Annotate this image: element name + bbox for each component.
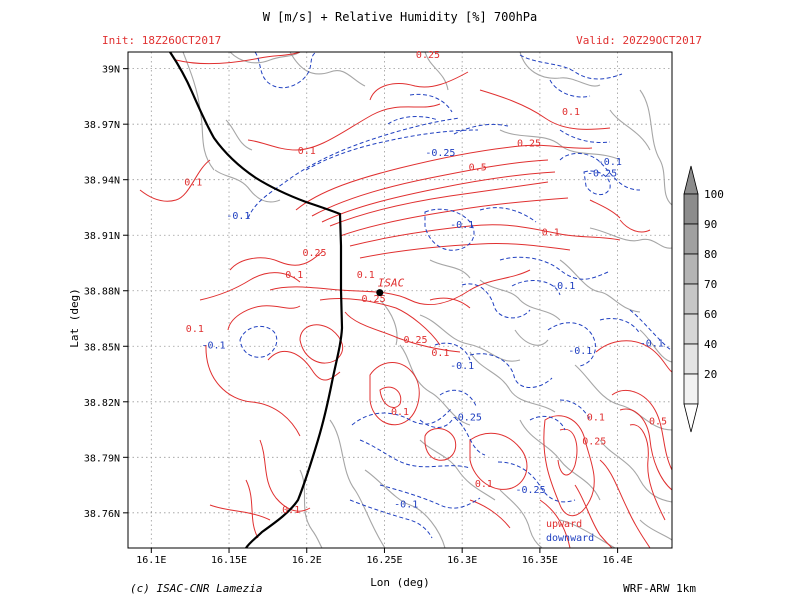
colorbar-label: 90 [704, 218, 717, 231]
x-tick-label: 16.4E [603, 555, 633, 566]
legend-downward: downward [546, 533, 594, 544]
lat-lon-grid [128, 52, 672, 548]
x-tick-label: 16.2E [292, 555, 322, 566]
colorbar-label: 80 [704, 248, 717, 261]
upward-contour-label: 0.25 [403, 335, 427, 346]
upward-contour-label: 0.25 [362, 294, 386, 305]
upward-contour-label: 0.1 [562, 107, 580, 118]
model-text: WRF-ARW 1km [623, 582, 696, 595]
upward-contour-label: 0.1 [282, 505, 300, 516]
downward-contour-label: -0.1 [226, 211, 250, 222]
y-tick-label: 38.97N [84, 120, 120, 131]
y-tick-label: 38.82N [84, 398, 120, 409]
x-tick-label: 16.15E [211, 555, 247, 566]
downward-contour-label: -0.1 [598, 157, 622, 168]
upward-contour-label: 0.1 [357, 270, 375, 281]
y-axis-label: Lat (deg) [68, 288, 81, 348]
downward-contours [239, 52, 672, 539]
upward-contour-label: 0.1 [431, 348, 449, 359]
colorbar-segment [683, 223, 699, 255]
upward-contour-label: 0.1 [475, 479, 493, 490]
upward-contour-label: 0.25 [582, 437, 606, 448]
downward-contour-label: -0.25 [587, 168, 617, 179]
x-axis-label: Lon (deg) [370, 576, 430, 589]
upward-contour-label: 0.5 [469, 163, 487, 174]
station-label: ISAC [378, 277, 405, 290]
upward-contour-label: 0.1 [542, 228, 560, 239]
y-tick-label: 38.85N [84, 342, 120, 353]
downward-contour-label: -0.1 [450, 220, 474, 231]
downward-contour-label: -0.1 [450, 361, 474, 372]
terrain-lines [182, 52, 672, 548]
station-isac[interactable]: ISAC [376, 277, 405, 297]
colorbar-segment [683, 343, 699, 375]
downward-contour-label: -0.25 [452, 413, 482, 424]
contour-labels: 0.250.10.10.1-0.250.250.5-0.1-0.25-0.1-0… [184, 50, 667, 516]
colorbar-segment [683, 313, 699, 345]
legend-upward: upward [546, 519, 582, 530]
coastline [169, 52, 344, 548]
colorbar-segment [683, 373, 699, 405]
map-title: W [m/s] + Relative Humidity [%] 700hPa [263, 10, 538, 24]
downward-contour-label: -0.25 [516, 485, 546, 496]
station-marker[interactable] [376, 289, 384, 297]
plot-area [127, 51, 673, 549]
colorbar-segment [683, 283, 699, 315]
y-tick-label: 38.91N [84, 231, 120, 242]
upward-contour-label: 0.1 [285, 270, 303, 281]
colorbar-label: 60 [704, 308, 717, 321]
x-tick-label: 16.3E [447, 555, 477, 566]
y-tick-label: 38.88N [84, 287, 120, 298]
colorbar-label: 20 [704, 368, 717, 381]
colorbar-segment [683, 253, 699, 285]
colorbar-label: 40 [704, 338, 717, 351]
upward-contours [139, 52, 672, 548]
upward-contour-label: 0.25 [302, 248, 326, 259]
downward-contour-label: -0.1 [201, 340, 225, 351]
downward-contour-label: -0.25 [425, 148, 455, 159]
upward-contour-label: 0.25 [517, 139, 541, 150]
downward-contour-label: -0.1 [568, 346, 592, 357]
colorbar-segment [683, 193, 699, 225]
x-axis-ticks: 16.1E 16.15E 16.2E 16.25E 16.3E 16.35E 16.4E [136, 548, 633, 566]
x-tick-label: 16.1E [136, 555, 166, 566]
credit-text: (c) ISAC-CNR Lamezia [130, 582, 262, 595]
upward-contour-label: 0.25 [416, 50, 440, 61]
init-time: Init: 18Z26OCT2017 [102, 34, 221, 47]
y-axis-ticks: 39N 38.97N 38.94N 38.91N 38.88N 38.85N 38.82N 3… [84, 65, 128, 520]
downward-contour-label: -0.1 [551, 281, 575, 292]
valid-time: Valid: 20Z29OCT2017 [576, 34, 702, 47]
y-tick-label: 39N [102, 65, 120, 76]
upward-contour-label: 0.1 [184, 178, 202, 189]
upward-contour-label: 0.1 [298, 146, 316, 157]
y-tick-label: 38.76N [84, 509, 120, 520]
colorbar-label: 100 [704, 188, 724, 201]
upward-contour-label: 0.5 [649, 416, 667, 427]
y-tick-label: 38.79N [84, 453, 120, 464]
x-tick-label: 16.25E [366, 555, 402, 566]
humidity-colorbar: 100 90 80 70 60 40 20 [683, 165, 724, 433]
downward-contour-label: -0.1 [640, 339, 664, 350]
colorbar-bottom-arrow [683, 403, 699, 433]
upward-contour-label: 0.1 [587, 413, 605, 424]
upward-contour-label: 0.1 [186, 324, 204, 335]
x-tick-label: 16.35E [522, 555, 558, 566]
downward-contour-label: -0.1 [394, 500, 418, 511]
colorbar-top-arrow [683, 165, 699, 195]
y-tick-label: 38.94N [84, 176, 120, 187]
colorbar-label: 70 [704, 278, 717, 291]
upward-contour-label: 0.1 [391, 407, 409, 418]
